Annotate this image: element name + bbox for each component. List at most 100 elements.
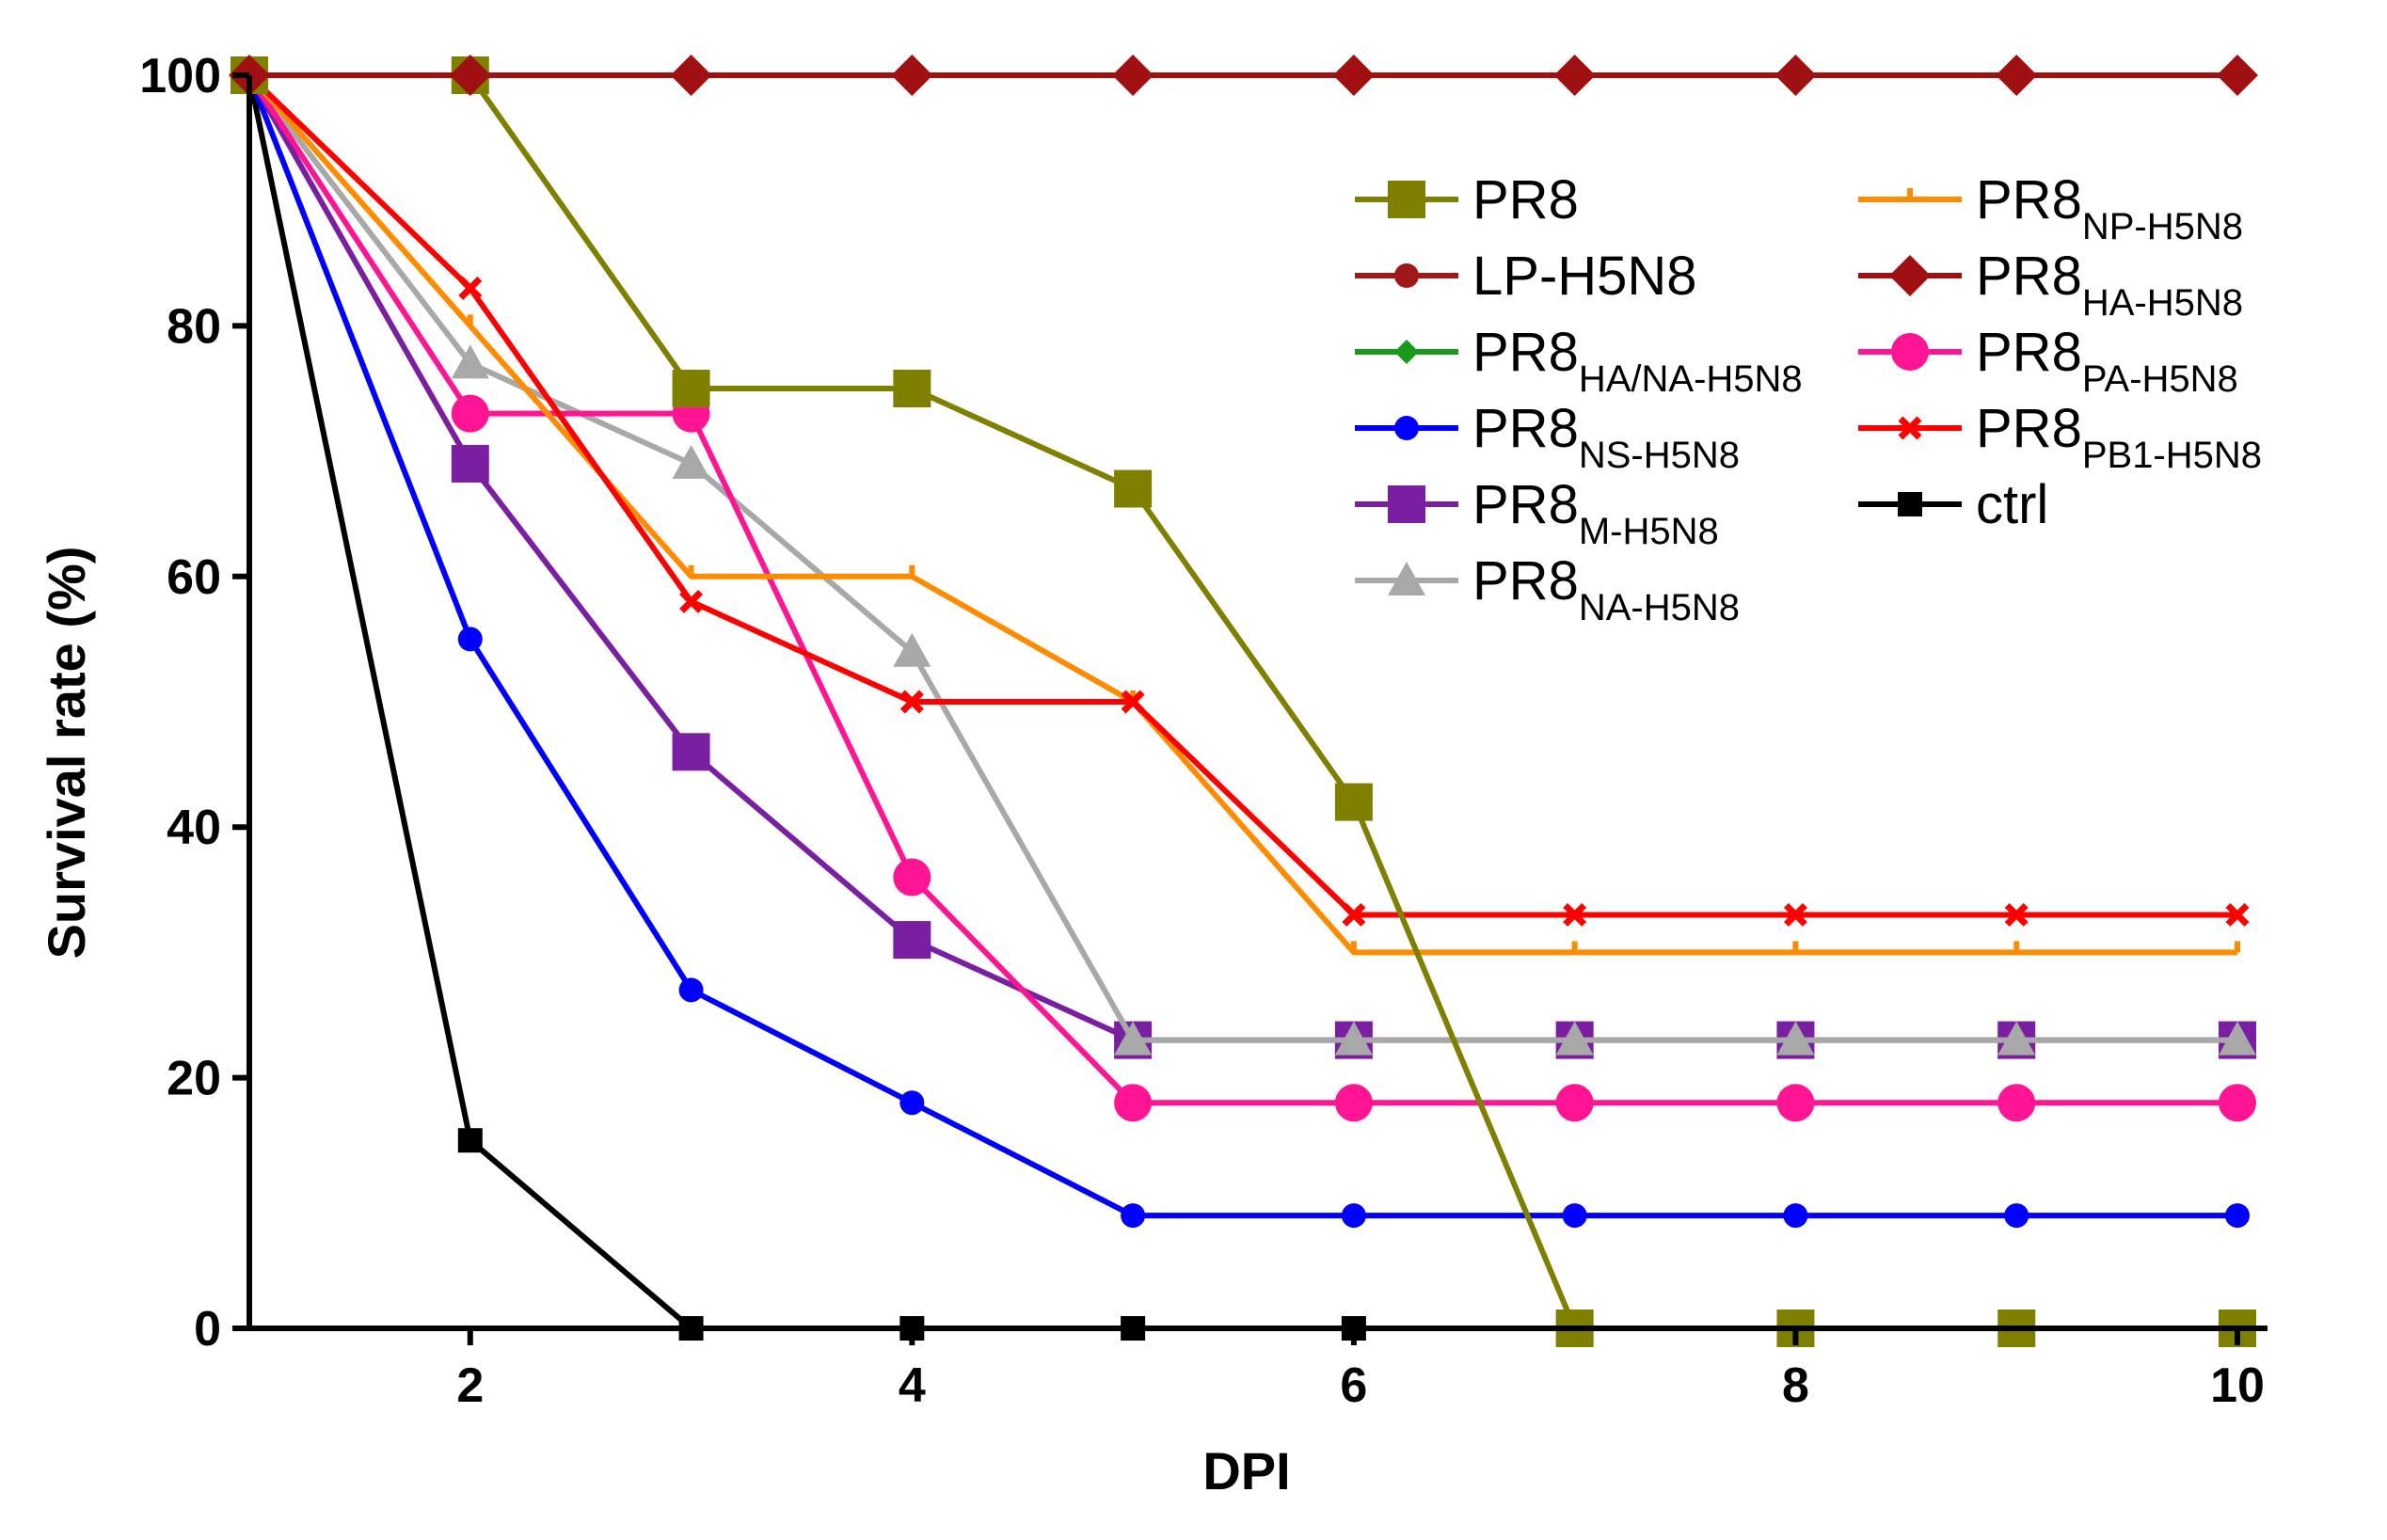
legend-label: PR8PA-H5N8 bbox=[1976, 322, 2238, 400]
data-point-pr8-ha-h5n8 bbox=[1774, 55, 1817, 96]
y-tick-label: 60 bbox=[167, 550, 221, 605]
data-point-pr8-na-h5n8 bbox=[1114, 1021, 1153, 1056]
legend-label-subscript: NS-H5N8 bbox=[1579, 435, 1740, 476]
data-point-pr8-ns-h5n8 bbox=[2004, 1203, 2029, 1229]
legend-label: ctrl bbox=[1976, 474, 2048, 535]
data-point-pr8-pa-h5n8 bbox=[1555, 1084, 1594, 1122]
data-point-pr8-pa-h5n8 bbox=[451, 394, 489, 433]
legend-label-base: PR8 bbox=[1976, 322, 2082, 383]
data-point-pr8-m-h5n8 bbox=[893, 921, 931, 960]
data-point-pr8-np-h5n8 bbox=[467, 314, 473, 326]
y-axis-title: Survival rate (%) bbox=[37, 547, 96, 960]
data-point-pr8-na-h5n8 bbox=[1555, 1021, 1594, 1056]
data-point-pr8-m-h5n8 bbox=[672, 733, 710, 771]
series-layer bbox=[229, 55, 2258, 1347]
legend-label-base: LP-H5N8 bbox=[1472, 246, 1697, 307]
data-point-pr8 bbox=[1334, 783, 1373, 821]
legend-label-base: PR8 bbox=[1472, 322, 1579, 383]
data-point-pr8-np-h5n8 bbox=[1350, 941, 1357, 953]
legend-label-base: PR8 bbox=[1472, 169, 1579, 230]
legend-swatch-marker bbox=[1394, 340, 1419, 364]
legend-swatch-marker bbox=[1889, 255, 1931, 296]
data-point-pr8-pb1-h5n8 bbox=[1563, 902, 1587, 927]
legend-label-base: PR8 bbox=[1976, 246, 2082, 307]
data-point-pr8-ha-h5n8 bbox=[670, 55, 712, 96]
data-point-pr8-ns-h5n8 bbox=[678, 977, 704, 1003]
legend-label: PR8PB1-H5N8 bbox=[1976, 398, 2262, 476]
data-point-pr8-ns-h5n8 bbox=[2225, 1203, 2250, 1229]
legend-label-subscript: PB1-H5N8 bbox=[2082, 435, 2262, 476]
data-point-pr8-ns-h5n8 bbox=[1341, 1203, 1366, 1229]
legend-label: PR8M-H5N8 bbox=[1472, 474, 1719, 552]
data-point-pr8-ns-h5n8 bbox=[1562, 1203, 1587, 1229]
data-point-pr8-na-h5n8 bbox=[2219, 1021, 2256, 1056]
legend-item-pr8-na-h5n8: PR8NA-H5N8 bbox=[1355, 550, 1740, 628]
legend-item-pr8-ha-h5n8: PR8HA-H5N8 bbox=[1858, 246, 2243, 324]
data-point-pr8-ns-h5n8 bbox=[1121, 1203, 1146, 1229]
data-point-pr8-pa-h5n8 bbox=[1334, 1084, 1373, 1122]
data-point-pr8-ha-h5n8 bbox=[1112, 55, 1154, 96]
series-pr8-ns-h5n8 bbox=[237, 63, 2250, 1229]
legend-label-base: PR8 bbox=[1472, 550, 1579, 611]
data-point-pr8-m-h5n8 bbox=[451, 444, 489, 483]
data-point-pr8-pb1-h5n8 bbox=[2225, 902, 2250, 927]
series-line-pr8-m-h5n8 bbox=[247, 73, 2237, 1043]
legend-label-base: PR8 bbox=[1472, 474, 1579, 535]
data-point-pr8-pa-h5n8 bbox=[1114, 1084, 1153, 1122]
data-point-pr8-ha-h5n8 bbox=[2217, 55, 2258, 96]
x-tick-label: 4 bbox=[899, 1358, 926, 1413]
legend-swatch-marker bbox=[1891, 333, 1929, 371]
x-tick-label: 2 bbox=[456, 1358, 484, 1413]
legend-label: PR8NP-H5N8 bbox=[1976, 169, 2243, 247]
data-point-pr8-ha-h5n8 bbox=[449, 55, 491, 96]
legend-swatch-marker bbox=[1388, 485, 1425, 523]
data-point-pr8-ns-h5n8 bbox=[1783, 1203, 1808, 1229]
series-line-pr8-pb1-h5n8 bbox=[247, 72, 2237, 918]
x-axis-title: DPI bbox=[1202, 1441, 1290, 1500]
data-point-pr8-na-h5n8 bbox=[893, 632, 931, 667]
legend-label-subscript: NP-H5N8 bbox=[2082, 206, 2243, 247]
data-point-pr8-ns-h5n8 bbox=[899, 1090, 925, 1116]
legend-swatch-marker bbox=[1394, 416, 1419, 440]
legend-swatch-marker bbox=[1898, 416, 1922, 440]
data-point-pr8-pa-h5n8 bbox=[1776, 1084, 1815, 1122]
data-point-pr8-pb1-h5n8 bbox=[679, 589, 704, 613]
data-point-pr8-pa-h5n8 bbox=[2219, 1084, 2256, 1122]
legend-label-subscript: NA-H5N8 bbox=[1579, 587, 1740, 628]
series-line-pr8 bbox=[249, 72, 2237, 1331]
series-pr8-ha-h5n8 bbox=[229, 55, 2258, 96]
legend-item-pr8: PR8 bbox=[1355, 169, 1579, 230]
x-tick-label: 8 bbox=[1782, 1358, 1809, 1413]
data-point-pr8-na-h5n8 bbox=[1776, 1021, 1815, 1056]
data-point-pr8-np-h5n8 bbox=[2235, 941, 2240, 953]
legend-label-base: PR8 bbox=[1976, 398, 2082, 459]
series-line-pr8-ns-h5n8 bbox=[247, 73, 2237, 1219]
legend-label: PR8 bbox=[1472, 169, 1579, 230]
data-point-pr8-pb1-h5n8 bbox=[2004, 902, 2029, 927]
series-line-pr8-pa-h5n8 bbox=[247, 73, 2237, 1106]
y-tick-label: 0 bbox=[194, 1302, 221, 1357]
legend-label-subscript: HA-H5N8 bbox=[2082, 282, 2243, 324]
data-point-pr8-ha-h5n8 bbox=[1332, 55, 1375, 96]
data-point-pr8-np-h5n8 bbox=[909, 564, 915, 577]
legend-label-base: PR8 bbox=[1472, 398, 1579, 459]
legend-item-pr8-ha-na-h5n8: PR8HA/NA-H5N8 bbox=[1355, 322, 1803, 400]
data-point-pr8-na-h5n8 bbox=[451, 344, 489, 379]
data-point-pr8-pb1-h5n8 bbox=[458, 276, 483, 300]
data-point-pr8 bbox=[1114, 469, 1153, 508]
legend-label-base: PR8 bbox=[1976, 169, 2082, 230]
legend-item-pr8-pb1-h5n8: PR8PB1-H5N8 bbox=[1858, 398, 2262, 476]
data-point-pr8-np-h5n8 bbox=[688, 564, 694, 577]
data-point-pr8 bbox=[672, 370, 710, 407]
y-tick-label: 100 bbox=[139, 49, 221, 103]
y-tick-label: 40 bbox=[167, 801, 221, 855]
series-pr8-m-h5n8 bbox=[231, 56, 2256, 1059]
legend-label: LP-H5N8 bbox=[1472, 246, 1697, 307]
legend-label: PR8NA-H5N8 bbox=[1472, 550, 1740, 628]
ticks: 0 20 40 60 80 100 2 4 6 8 10 bbox=[139, 49, 2265, 1413]
legend-label-subscript: M-H5N8 bbox=[1579, 511, 1719, 552]
legend-label: PR8NS-H5N8 bbox=[1472, 398, 1740, 476]
data-point-pr8-ha-h5n8 bbox=[1996, 55, 2038, 96]
data-point-pr8-np-h5n8 bbox=[1792, 941, 1799, 953]
